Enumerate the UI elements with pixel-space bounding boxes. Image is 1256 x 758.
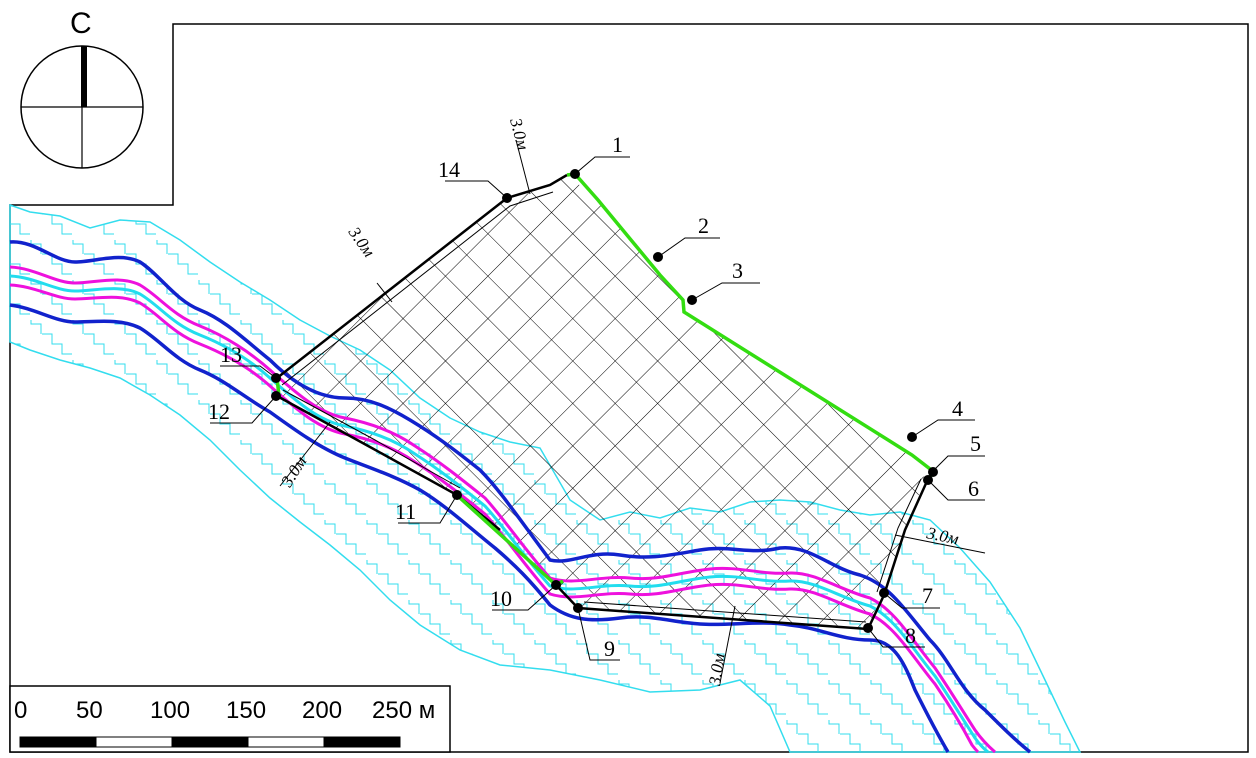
scale-tick-200: 200 [302,697,342,724]
point-label-1: 1 [612,132,623,157]
scale-tick-150: 150 [226,697,266,724]
dimension-ticks [279,139,986,684]
point-label-5: 5 [970,431,981,456]
point-label-3: 3 [732,258,743,283]
boundary-segment-8-6 [866,478,930,630]
river [9,240,1032,754]
label-leaders [210,156,985,661]
point-marker-6 [923,475,933,485]
point-label-12: 12 [208,399,230,424]
point-marker-3 [687,295,697,305]
point-marker-2 [653,252,663,262]
point-marker-11 [452,490,462,500]
point-label-2: 2 [698,213,709,238]
point-label-7: 7 [922,583,933,608]
point-marker-13 [271,373,281,383]
offset-label-top: 3.0м [506,115,533,152]
point-labels: 1 2 3 4 5 6 7 8 9 10 11 12 13 14 [208,132,981,661]
point-marker-8 [863,623,873,633]
point-marker-14 [502,193,512,203]
river-line-cyan [9,274,989,754]
point-label-14: 14 [438,157,460,182]
offset-line-south [583,601,867,623]
point-marker-12 [271,391,281,401]
point-marker-9 [573,603,583,613]
point-marker-1 [570,169,580,179]
point-label-10: 10 [490,586,512,611]
scale-bar: 0 50 100 150 200 250 м [9,685,451,753]
point-label-8: 8 [905,623,916,648]
offset-lines [281,191,922,623]
point-marker-7 [879,588,889,598]
point-marker-5 [928,467,938,477]
scale-tick-50: 50 [76,697,103,724]
point-label-13: 13 [220,342,242,367]
north-label: С [70,7,92,40]
scale-tick-100: 100 [150,697,190,724]
river-bank-south [9,303,950,753]
river-line-magenta-south [9,283,980,754]
scale-tick-0: 0 [14,697,27,724]
point-label-6: 6 [968,476,979,501]
river-bank-north [9,240,1032,754]
offset-label-south: 3.0м [705,652,728,688]
point-label-9: 9 [604,636,615,661]
scale-tick-250: 250 м [372,697,435,724]
offset-line-north [281,191,554,386]
north-arrow: С [20,7,144,169]
land-plot-area [277,175,925,629]
point-marker-10 [551,580,561,590]
river-line-magenta-north [9,265,996,754]
boundary-segment-13-14 [276,173,568,379]
point-marker-4 [907,432,917,442]
boundary-segment-1-5 [566,172,937,481]
point-label-11: 11 [395,499,416,524]
offset-line-east [876,478,922,593]
point-label-4: 4 [952,396,963,421]
boundary-points [271,169,938,633]
offset-label-northwest: 3.0м [344,223,379,261]
offset-line-southwest [282,389,461,489]
